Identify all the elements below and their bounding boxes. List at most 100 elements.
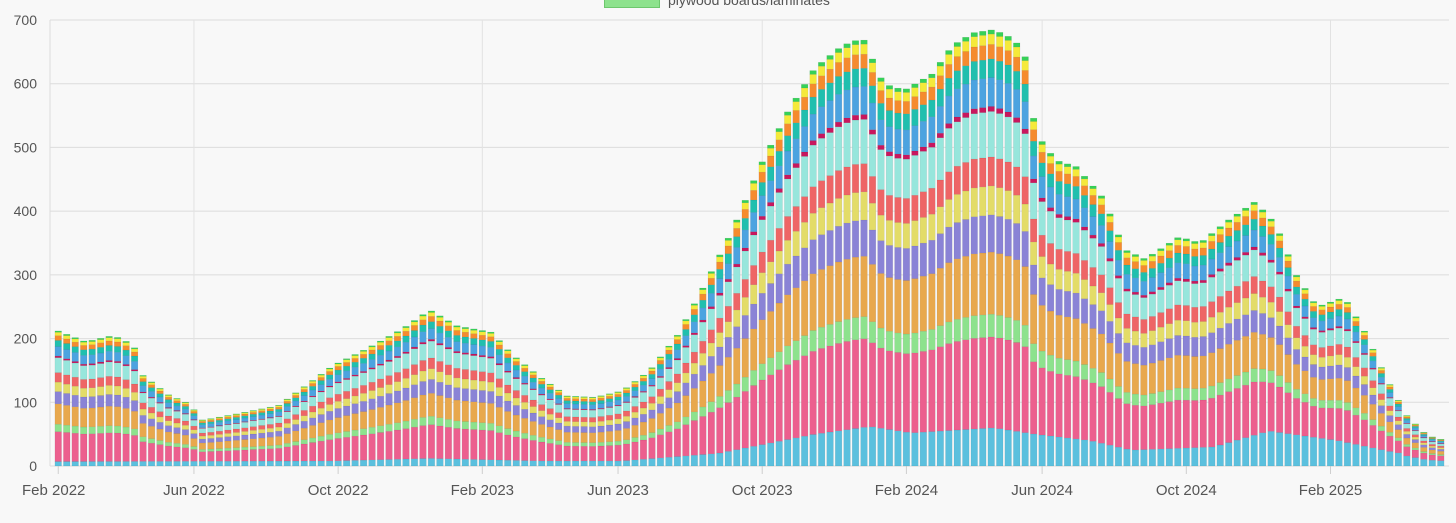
bar-segment[interactable] bbox=[639, 401, 647, 409]
bar-segment[interactable] bbox=[1038, 234, 1046, 257]
bar-segment[interactable] bbox=[1284, 433, 1292, 467]
bar-segment[interactable] bbox=[249, 410, 257, 412]
bar-stack[interactable] bbox=[1369, 348, 1377, 467]
bar-stack[interactable] bbox=[919, 78, 927, 467]
bar-segment[interactable] bbox=[631, 459, 639, 467]
bar-segment[interactable] bbox=[249, 412, 257, 415]
bar-segment[interactable] bbox=[682, 372, 690, 384]
bar-segment[interactable] bbox=[919, 351, 927, 433]
bar-segment[interactable] bbox=[1428, 444, 1436, 447]
bar-segment[interactable] bbox=[614, 405, 622, 415]
bar-segment[interactable] bbox=[334, 417, 342, 434]
bar-stack[interactable] bbox=[699, 287, 707, 467]
bar-segment[interactable] bbox=[860, 119, 868, 164]
bar-segment[interactable] bbox=[1335, 344, 1343, 355]
bar-segment[interactable] bbox=[1191, 248, 1199, 257]
bar-segment[interactable] bbox=[114, 461, 122, 467]
bar-segment[interactable] bbox=[249, 438, 257, 447]
bar-segment[interactable] bbox=[945, 123, 953, 129]
bar-segment[interactable] bbox=[538, 394, 546, 405]
bar-segment[interactable] bbox=[962, 41, 970, 52]
bar-segment[interactable] bbox=[1411, 439, 1419, 443]
bar-segment[interactable] bbox=[1310, 317, 1318, 328]
bar-segment[interactable] bbox=[351, 388, 359, 397]
bar-segment[interactable] bbox=[792, 138, 800, 164]
bar-segment[interactable] bbox=[1276, 257, 1284, 273]
bar-segment[interactable] bbox=[1310, 344, 1318, 355]
bar-stack[interactable] bbox=[97, 338, 105, 467]
bar-segment[interactable] bbox=[1310, 329, 1318, 345]
bar-segment[interactable] bbox=[538, 384, 546, 389]
bar-segment[interactable] bbox=[1377, 393, 1385, 400]
bar-segment[interactable] bbox=[453, 341, 461, 352]
bar-stack[interactable] bbox=[156, 388, 164, 467]
bar-segment[interactable] bbox=[1343, 329, 1351, 332]
bar-segment[interactable] bbox=[1335, 298, 1343, 301]
bar-segment[interactable] bbox=[521, 432, 529, 439]
bar-segment[interactable] bbox=[1310, 377, 1318, 399]
bar-segment[interactable] bbox=[80, 363, 88, 366]
bar-stack[interactable] bbox=[614, 391, 622, 467]
bar-segment[interactable] bbox=[1225, 235, 1233, 247]
bar-segment[interactable] bbox=[707, 342, 715, 357]
bar-segment[interactable] bbox=[529, 435, 537, 441]
bar-segment[interactable] bbox=[1021, 176, 1029, 205]
bar-segment[interactable] bbox=[639, 407, 647, 415]
bar-segment[interactable] bbox=[258, 448, 266, 462]
bar-segment[interactable] bbox=[1123, 264, 1131, 275]
bar-segment[interactable] bbox=[580, 426, 588, 433]
bar-segment[interactable] bbox=[164, 425, 173, 433]
bar-segment[interactable] bbox=[1225, 378, 1233, 392]
bar-segment[interactable] bbox=[656, 434, 664, 459]
bar-segment[interactable] bbox=[936, 132, 944, 138]
bar-stack[interactable] bbox=[1106, 213, 1114, 467]
bar-segment[interactable] bbox=[852, 256, 860, 318]
bar-segment[interactable] bbox=[555, 460, 563, 467]
bar-segment[interactable] bbox=[215, 448, 223, 452]
bar-segment[interactable] bbox=[300, 389, 308, 393]
bar-segment[interactable] bbox=[1131, 277, 1139, 293]
bar-segment[interactable] bbox=[792, 97, 800, 102]
bar-segment[interactable] bbox=[1004, 50, 1012, 66]
bar-segment[interactable] bbox=[1148, 255, 1156, 262]
bar-segment[interactable] bbox=[292, 430, 300, 442]
bar-segment[interactable] bbox=[190, 411, 198, 414]
bar-segment[interactable] bbox=[673, 421, 681, 429]
bar-segment[interactable] bbox=[1318, 400, 1326, 409]
bar-segment[interactable] bbox=[88, 461, 96, 467]
bar-segment[interactable] bbox=[461, 354, 469, 370]
bar-segment[interactable] bbox=[317, 384, 325, 392]
bar-segment[interactable] bbox=[970, 216, 978, 255]
bar-segment[interactable] bbox=[606, 394, 614, 397]
bar-segment[interactable] bbox=[317, 435, 325, 442]
bar-segment[interactable] bbox=[351, 395, 359, 404]
bar-segment[interactable] bbox=[444, 348, 452, 365]
bar-segment[interactable] bbox=[198, 422, 206, 425]
bar-segment[interactable] bbox=[852, 192, 860, 222]
bar-segment[interactable] bbox=[724, 240, 732, 247]
bar-segment[interactable] bbox=[156, 428, 164, 441]
bar-segment[interactable] bbox=[63, 432, 71, 462]
bar-segment[interactable] bbox=[1259, 313, 1267, 335]
bar-segment[interactable] bbox=[843, 117, 851, 123]
bar-segment[interactable] bbox=[275, 411, 283, 417]
bar-segment[interactable] bbox=[868, 134, 876, 177]
bar-segment[interactable] bbox=[750, 199, 758, 213]
bar-segment[interactable] bbox=[131, 348, 139, 353]
bar-segment[interactable] bbox=[979, 35, 987, 46]
bar-segment[interactable] bbox=[682, 324, 690, 330]
bar-segment[interactable] bbox=[198, 428, 206, 434]
bar-segment[interactable] bbox=[648, 374, 656, 379]
bar-segment[interactable] bbox=[716, 256, 724, 263]
bar-segment[interactable] bbox=[317, 377, 325, 381]
bar-segment[interactable] bbox=[682, 319, 690, 322]
bar-stack[interactable] bbox=[487, 331, 495, 467]
bar-segment[interactable] bbox=[843, 89, 851, 119]
bar-segment[interactable] bbox=[885, 195, 893, 221]
bar-segment[interactable] bbox=[1377, 405, 1385, 414]
bar-segment[interactable] bbox=[224, 433, 232, 437]
bar-segment[interactable] bbox=[852, 68, 860, 88]
bar-segment[interactable] bbox=[648, 386, 656, 397]
bar-segment[interactable] bbox=[1318, 332, 1326, 348]
bar-segment[interactable] bbox=[1284, 324, 1292, 338]
